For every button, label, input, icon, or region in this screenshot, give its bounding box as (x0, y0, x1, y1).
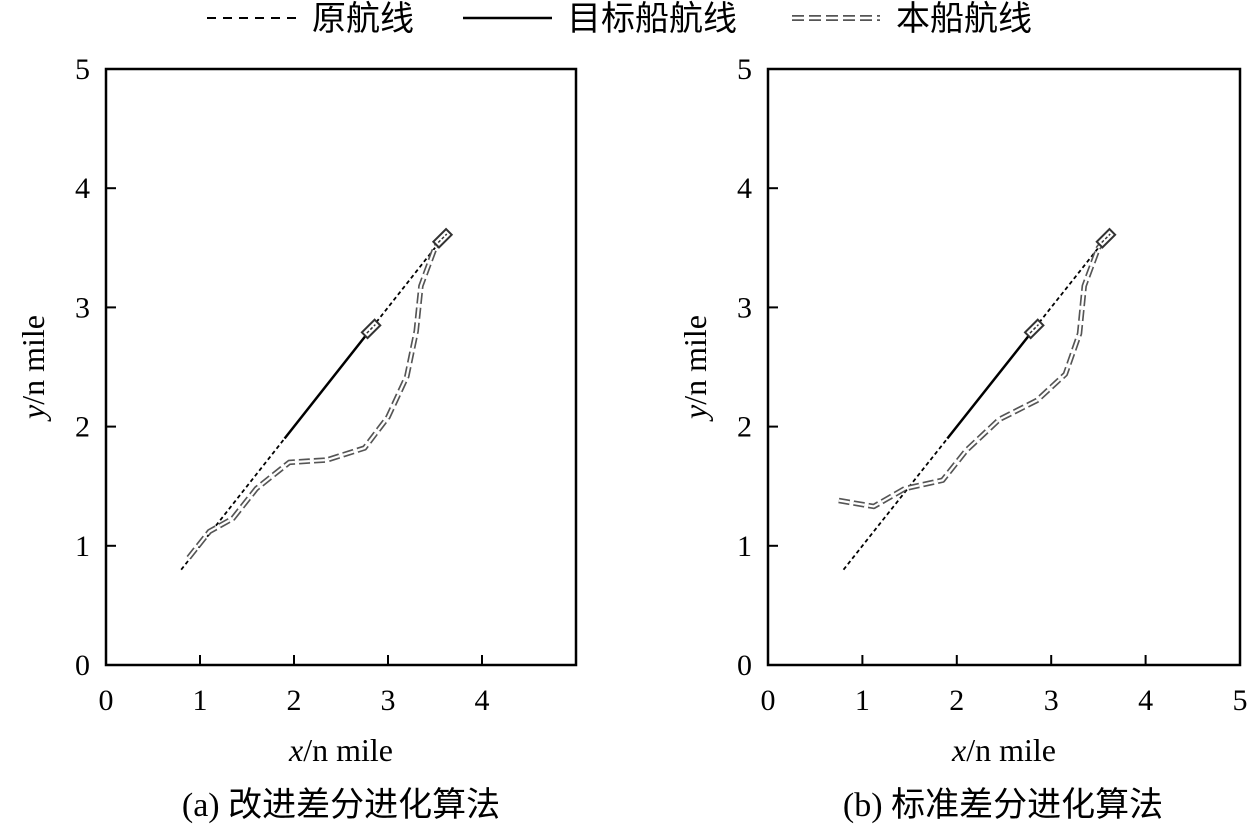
target-ship-marker (1023, 318, 1045, 340)
panel-caption: (b) 标准差分进化算法 (843, 786, 1163, 824)
x-axis-unit: /n mile (303, 732, 393, 768)
y-axis-unit: /n mile (15, 315, 51, 405)
legend-label-0: 原航线 (312, 0, 414, 38)
legend-label-1: 目标船航线 (567, 0, 737, 38)
y-tick-label: 0 (75, 649, 90, 682)
x-tick-label: 2 (949, 684, 964, 717)
y-tick-label: 3 (75, 291, 90, 324)
y-tick-label: 1 (75, 530, 90, 563)
plot-frame (104, 67, 578, 667)
x-tick-label: 2 (287, 684, 302, 717)
y-axis-var: y (677, 404, 713, 422)
x-tick-label: 1 (855, 684, 870, 717)
x-axis-label: x/n mile (288, 732, 393, 768)
x-axis-unit: /n mile (966, 732, 1056, 768)
x-tick-label: 0 (761, 684, 776, 717)
y-tick-label: 0 (737, 649, 752, 682)
y-tick-label: 5 (75, 53, 90, 86)
y-tick-label: 2 (737, 411, 752, 444)
plot-frame (766, 67, 1242, 667)
x-tick-label: 3 (1044, 684, 1059, 717)
y-tick-label: 4 (737, 172, 752, 205)
x-tick-label: 1 (193, 684, 208, 717)
legend-label-2: 本船航线 (896, 0, 1032, 38)
series-own-ship-route (186, 234, 447, 560)
x-tick-label: 4 (475, 684, 490, 717)
panel-caption: (a) 改进差分进化算法 (182, 786, 500, 824)
y-tick-label: 2 (75, 411, 90, 444)
y-axis-label: y/n mile (677, 315, 713, 422)
y-tick-label: 5 (737, 53, 752, 86)
y-tick-label: 3 (737, 291, 752, 324)
y-tick-label: 1 (737, 530, 752, 563)
own-ship-marker (1095, 227, 1117, 249)
y-axis-unit: /n mile (677, 315, 713, 405)
x-axis-label: x/n mile (951, 732, 1056, 768)
own-ship-marker (431, 227, 454, 249)
x-axis-var: x (951, 732, 966, 768)
legend: 原航线 目标船航线 本船航线 (207, 0, 1032, 38)
y-tick-label: 4 (75, 172, 90, 205)
series-own-ship-route (838, 234, 1110, 510)
x-tick-label: 3 (381, 684, 396, 717)
series-target-ship-route (946, 330, 1034, 440)
series-target-ship-route (283, 330, 371, 440)
x-tick-label: 5 (1233, 684, 1248, 717)
x-tick-label: 0 (99, 684, 114, 717)
x-axis-var: x (288, 732, 303, 768)
x-tick-label: 4 (1138, 684, 1153, 717)
y-axis-var: y (15, 404, 51, 422)
y-axis-label: y/n mile (15, 315, 51, 422)
target-ship-marker (360, 318, 382, 340)
